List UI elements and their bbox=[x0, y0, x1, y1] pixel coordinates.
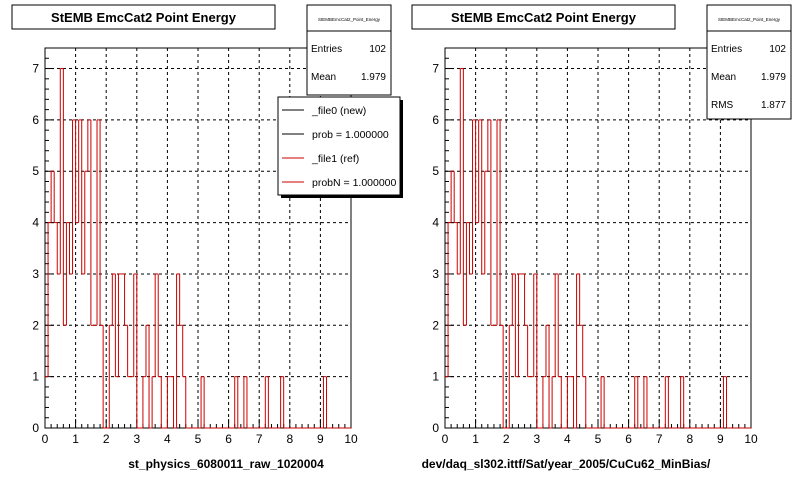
legend-label: _file1 (ref) bbox=[311, 153, 359, 165]
stats-value: 102 bbox=[369, 44, 386, 55]
chart-title-box bbox=[11, 4, 276, 30]
y-tick-label: 2 bbox=[32, 318, 39, 332]
histogram-series bbox=[45, 68, 351, 429]
y-tick-label: 7 bbox=[32, 62, 39, 76]
x-tick-label: 1 bbox=[72, 432, 79, 446]
legend-label: probN = 1.000000 bbox=[312, 177, 397, 189]
legend-box bbox=[277, 96, 401, 196]
x-tick-label: 7 bbox=[256, 432, 263, 446]
x-tick-label: 0 bbox=[442, 432, 449, 446]
x-tick-label: 6 bbox=[225, 432, 232, 446]
legend-label: _file0 (new) bbox=[311, 105, 366, 117]
x-tick-label: 10 bbox=[744, 432, 758, 446]
stats-value: 1.979 bbox=[761, 72, 786, 83]
x-tick-label: 6 bbox=[625, 432, 632, 446]
y-tick-label: 5 bbox=[432, 164, 439, 178]
x-axis-label: st_physics_6080011_raw_1020004 bbox=[128, 457, 324, 471]
x-tick-label: 9 bbox=[717, 432, 724, 446]
histogram-series bbox=[445, 68, 751, 429]
y-tick-label: 3 bbox=[32, 267, 39, 281]
x-tick-label: 5 bbox=[195, 432, 202, 446]
y-tick-label: 0 bbox=[32, 421, 39, 435]
y-tick-label: 1 bbox=[432, 370, 439, 384]
x-tick-label: 10 bbox=[344, 432, 358, 446]
x-tick-label: 3 bbox=[533, 432, 540, 446]
x-tick-label: 2 bbox=[103, 432, 110, 446]
x-tick-label: 5 bbox=[595, 432, 602, 446]
stats-value: 102 bbox=[769, 44, 786, 55]
chart-title-box bbox=[411, 4, 676, 30]
y-tick-label: 4 bbox=[32, 216, 39, 230]
plot-frame bbox=[444, 47, 752, 429]
y-tick-label: 1 bbox=[32, 370, 39, 384]
stats-value: 1.877 bbox=[761, 100, 786, 111]
y-tick-label: 5 bbox=[32, 164, 39, 178]
stats-label: Mean bbox=[711, 72, 736, 83]
x-tick-label: 4 bbox=[564, 432, 571, 446]
y-tick-label: 4 bbox=[432, 216, 439, 230]
stats-box bbox=[306, 4, 392, 96]
x-tick-label: 9 bbox=[317, 432, 324, 446]
x-tick-label: 8 bbox=[686, 432, 693, 446]
stats-label: RMS bbox=[711, 100, 734, 111]
y-tick-label: 7 bbox=[432, 62, 439, 76]
stats-label: Entries bbox=[711, 44, 742, 55]
y-tick-label: 6 bbox=[432, 113, 439, 127]
x-tick-label: 8 bbox=[286, 432, 293, 446]
stats-box bbox=[706, 4, 792, 120]
y-tick-label: 2 bbox=[432, 318, 439, 332]
x-tick-label: 0 bbox=[42, 432, 49, 446]
stats-label: Entries bbox=[311, 44, 342, 55]
x-tick-label: 1 bbox=[472, 432, 479, 446]
legend-label: prob = 1.000000 bbox=[312, 129, 389, 141]
x-tick-label: 2 bbox=[503, 432, 510, 446]
stats-box-name: StEMBEmcCat2_Point_Energy bbox=[718, 17, 781, 22]
chart-title: StEMB EmcCat2 Point Energy bbox=[51, 10, 237, 25]
y-tick-label: 3 bbox=[432, 267, 439, 281]
x-tick-label: 3 bbox=[133, 432, 140, 446]
x-tick-label: 4 bbox=[164, 432, 171, 446]
stats-value: 1.979 bbox=[361, 72, 386, 83]
stats-label: Mean bbox=[311, 72, 336, 83]
x-tick-label: 7 bbox=[656, 432, 663, 446]
x-axis-label: dev/daq_sl302.ittf/Sat/year_2005/CuCu62_… bbox=[422, 457, 711, 471]
stats-box-name: StEMBEmcCat2_Point_Energy bbox=[318, 17, 381, 22]
y-tick-label: 0 bbox=[432, 421, 439, 435]
y-tick-label: 6 bbox=[32, 113, 39, 127]
chart-title: StEMB EmcCat2 Point Energy bbox=[451, 10, 637, 25]
